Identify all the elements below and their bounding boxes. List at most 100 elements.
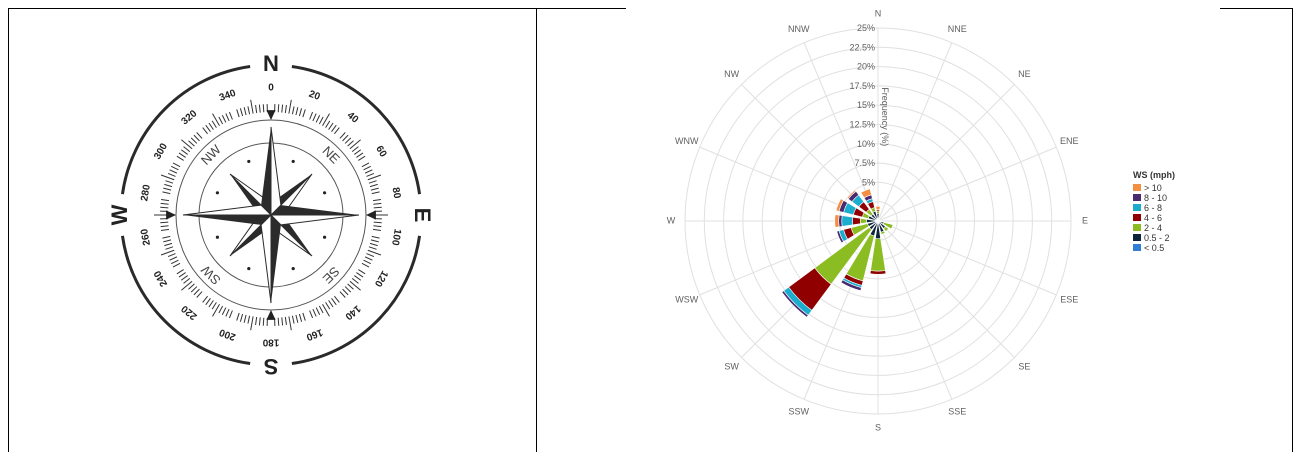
legend-swatch: [1133, 214, 1141, 221]
compass-tick: [370, 184, 378, 186]
legend-swatch: [1133, 204, 1141, 211]
wind-sector: [876, 206, 880, 209]
compass-tick: [329, 123, 333, 130]
compass-tick: [313, 309, 316, 316]
compass-tick: [319, 306, 323, 313]
compass-tick: [334, 128, 339, 134]
legend-swatch: [1133, 194, 1141, 201]
radial-tick-label: 25%: [857, 23, 875, 33]
compass-tick: [332, 125, 337, 131]
compass-tick: [161, 229, 169, 230]
compass-tick: [371, 240, 379, 242]
compass-tick: [237, 313, 239, 321]
compass-tick: [181, 150, 187, 155]
compass-tick: [340, 133, 345, 139]
legend-label: 8 - 10: [1144, 193, 1167, 203]
radial-axis-title: Frequency (%): [880, 87, 890, 146]
compass-tick: [285, 317, 286, 325]
legend-swatch: [1133, 244, 1141, 251]
direction-label: N: [875, 9, 882, 18]
compass-tick: [160, 222, 168, 223]
compass-tick: [303, 109, 305, 117]
compass-tick: [244, 107, 246, 115]
compass-tick: [206, 125, 211, 131]
compass-tick: [319, 117, 323, 124]
compass-tick: [168, 173, 175, 176]
compass-tick: [189, 284, 195, 289]
compass-tick: [177, 270, 184, 274]
direction-label: NW: [724, 69, 739, 79]
compass-tick: [352, 147, 358, 152]
compass-dot: [247, 160, 250, 163]
compass-tick: [278, 318, 279, 326]
compass-dot: [323, 191, 326, 194]
compass-tick: [299, 314, 301, 322]
direction-label: NNE: [948, 24, 967, 34]
legend-label: > 10: [1144, 183, 1162, 193]
compass-tick: [229, 310, 232, 317]
direction-label: SSE: [948, 407, 966, 417]
compass-tick: [282, 105, 283, 113]
compass-tick: [209, 300, 213, 307]
direction-label: SW: [724, 362, 739, 372]
compass-tick: [189, 141, 195, 146]
compass-tick: [173, 263, 180, 267]
compass-rose-icon: 0204060801001201401601802002202402602803…: [9, 9, 536, 452]
compass-tick: [181, 140, 192, 149]
legend-label: 2 - 4: [1144, 223, 1162, 233]
compass-tick: [365, 257, 372, 260]
cardinal-label: W: [107, 204, 132, 225]
direction-label: E: [1082, 215, 1088, 225]
compass-tick: [163, 188, 171, 190]
star-point-major: [271, 215, 359, 225]
degree-label: 120: [372, 268, 390, 288]
intercardinal-label: NE: [319, 143, 343, 167]
compass-tick: [181, 276, 187, 281]
legend-label: 6 - 8: [1144, 203, 1162, 213]
compass-tick: [194, 289, 200, 295]
legend-title: WS (mph): [1133, 170, 1175, 180]
direction-label: ESE: [1060, 295, 1078, 305]
compass-tick: [326, 121, 330, 128]
wind-rose-chart: NNNENEENEEESESESSESSSWSWWSWWWNWNWNNW5%7.…: [537, 9, 1292, 452]
legend-label: 0.5 - 2: [1144, 233, 1170, 243]
direction-label: SE: [1018, 362, 1030, 372]
compass-tick: [289, 316, 291, 330]
compass-tick: [229, 112, 232, 119]
compass-tick: [212, 302, 216, 309]
cardinal-marker: [166, 210, 176, 219]
compass-tick: [373, 203, 381, 204]
wind-sector: [879, 217, 880, 218]
compass-tick: [296, 107, 298, 115]
compass-tick: [197, 292, 202, 298]
degree-label: 160: [304, 326, 324, 342]
radial-tick-label: 12.5%: [849, 120, 875, 130]
degree-label: 340: [218, 88, 238, 104]
degree-label: 200: [217, 326, 237, 342]
compass-tick: [365, 170, 372, 173]
compass-tick: [310, 112, 313, 119]
compass-tick: [334, 296, 339, 302]
compass-tick: [313, 114, 316, 121]
star-point-major: [271, 205, 359, 215]
compass-tick: [259, 105, 260, 113]
compass-tick: [368, 175, 381, 180]
compass-tick: [362, 163, 369, 167]
compass-tick: [222, 115, 226, 122]
compass-tick: [248, 106, 250, 114]
compass-tick: [278, 104, 279, 112]
compass-tick: [191, 138, 197, 144]
star-point-major: [261, 215, 271, 303]
degree-label: 280: [139, 183, 153, 202]
compass-tick: [364, 166, 371, 170]
radial-tick-label: 7.5%: [854, 158, 875, 168]
compass-tick: [240, 108, 242, 116]
wind-sector: [842, 216, 853, 227]
compass-tick: [171, 260, 178, 264]
compass-tick: [374, 222, 382, 223]
degree-label: 140: [342, 303, 362, 322]
compass-tick: [348, 141, 354, 146]
wind-sector: [835, 215, 839, 228]
compass-tick: [316, 308, 320, 315]
compass-tick: [197, 133, 202, 139]
